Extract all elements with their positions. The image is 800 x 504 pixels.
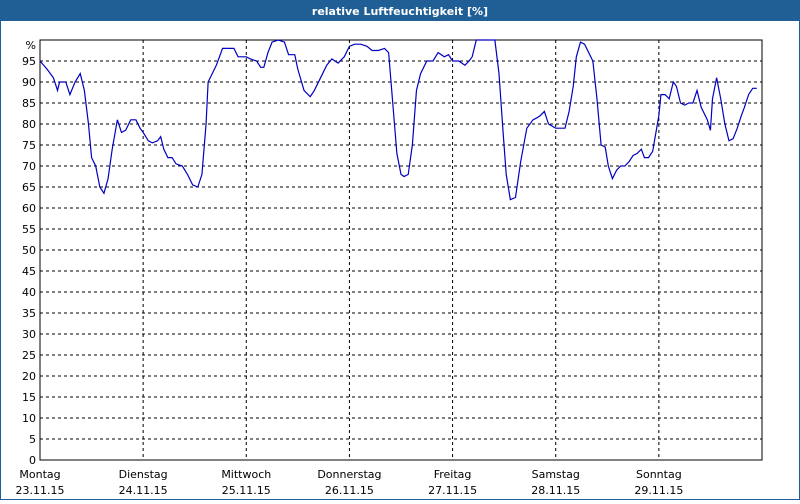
x-tick-label: Freitag (434, 468, 472, 481)
x-tick-label: Mittwoch (221, 468, 271, 481)
x-tick-label: 27.11.15 (428, 484, 477, 497)
x-tick-label: Donnerstag (317, 468, 381, 481)
y-tick-label: 40 (22, 286, 36, 299)
y-tick-label: 30 (22, 328, 36, 341)
x-tick-label: 24.11.15 (119, 484, 168, 497)
y-tick-label: 45 (22, 265, 36, 278)
y-tick-label: 75 (22, 139, 36, 152)
line (39, 39, 757, 201)
x-tick-label: 25.11.15 (222, 484, 271, 497)
y-tick-label: 5 (29, 433, 36, 446)
y-tick-label: 80 (22, 118, 36, 131)
y-tick-label: 25 (22, 349, 36, 362)
y-tick-label: 50 (22, 244, 36, 257)
y-tick-label: 90 (22, 76, 36, 89)
y-tick-label: 35 (22, 307, 36, 320)
y-tick-label: 55 (22, 223, 36, 236)
chart-title: relative Luftfeuchtigkeit [%] (312, 5, 488, 18)
x-tick-label: Montag (19, 468, 60, 481)
title-bar (0, 0, 800, 21)
y-tick-label: 65 (22, 181, 36, 194)
y-tick-label: 60 (22, 202, 36, 215)
y-tick-label: 15 (22, 391, 36, 404)
x-tick-label: 28.11.15 (531, 484, 580, 497)
y-tick-label: 70 (22, 160, 36, 173)
y-tick-label: 85 (22, 97, 36, 110)
x-tick-label: 26.11.15 (325, 484, 374, 497)
y-tick-label: 0 (29, 454, 36, 467)
x-tick-label: Dienstag (119, 468, 168, 481)
x-tick-label: 29.11.15 (634, 484, 683, 497)
y-tick-label: 10 (22, 412, 36, 425)
x-tick-label: Samstag (532, 468, 580, 481)
y-tick-label: 20 (22, 370, 36, 383)
y-unit: % (26, 39, 36, 52)
y-tick-label: 95 (22, 55, 36, 68)
x-tick-label: Sonntag (636, 468, 682, 481)
x-tick-label: 23.11.15 (16, 484, 65, 497)
